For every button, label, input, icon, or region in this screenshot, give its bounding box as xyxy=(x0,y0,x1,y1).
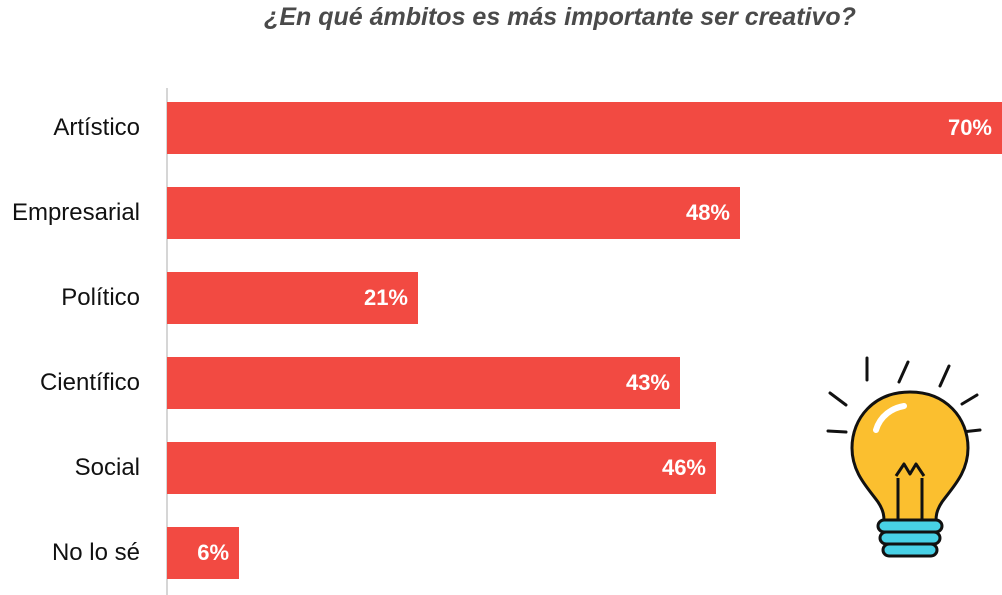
chart-title: ¿En qué ámbitos es más importante ser cr… xyxy=(264,3,856,31)
category-label: No lo sé xyxy=(51,539,140,566)
bar-value-label: 21% xyxy=(363,285,408,310)
bar-value-label: 6% xyxy=(197,540,229,565)
bulb-highlight xyxy=(873,403,907,433)
bulb-base-ring xyxy=(878,530,942,546)
bar: 6% xyxy=(167,527,239,579)
bar: 70% xyxy=(167,102,1002,154)
bar-value-label: 43% xyxy=(625,370,670,395)
ray xyxy=(897,360,910,384)
bulb-glass xyxy=(850,390,970,523)
bulb-filament xyxy=(894,462,926,520)
bar: 46% xyxy=(167,442,716,494)
category-label: Empresarial xyxy=(11,199,140,226)
ray xyxy=(938,364,951,388)
bar: 48% xyxy=(167,187,740,239)
bulb-base-ring xyxy=(876,518,944,534)
bar-value-label: 46% xyxy=(661,455,706,480)
ray xyxy=(828,391,848,407)
ray xyxy=(960,393,979,406)
category-label: Científico xyxy=(39,369,140,396)
category-label: Social xyxy=(74,454,140,481)
bar: 43% xyxy=(167,357,680,409)
bar: 21% xyxy=(167,272,418,324)
category-label: Político xyxy=(61,284,140,311)
category-axis-line xyxy=(166,88,168,595)
ray xyxy=(826,429,848,434)
category-label: Artístico xyxy=(53,114,140,141)
bar-value-label: 70% xyxy=(947,115,992,140)
bulb-base-ring xyxy=(881,542,939,558)
lightbulb-icon xyxy=(826,356,982,558)
bar-value-label: 48% xyxy=(685,200,730,225)
